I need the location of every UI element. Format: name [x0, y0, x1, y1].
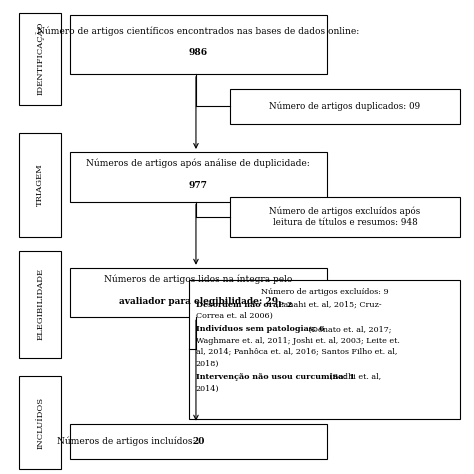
Text: Indivíduos sem patologias: 6: Indivíduos sem patologias: 6	[196, 326, 325, 334]
Text: Números de artigos lidos na íntegra pelo: Números de artigos lidos na íntegra pelo	[104, 274, 292, 284]
Text: 20: 20	[192, 437, 204, 446]
Text: 986: 986	[189, 48, 208, 57]
Bar	[19, 251, 61, 357]
Bar	[70, 152, 327, 201]
Text: Desordem não oral: 2: Desordem não oral: 2	[196, 301, 292, 309]
Bar	[19, 133, 61, 237]
Bar	[19, 376, 61, 469]
Bar	[230, 197, 460, 237]
Text: Correa et. al 2006): Correa et. al 2006)	[196, 312, 273, 320]
Text: 977: 977	[189, 181, 208, 190]
Text: al, 2014; Panhôca et. al, 2016; Santos Filho et. al,: al, 2014; Panhôca et. al, 2016; Santos F…	[196, 348, 397, 356]
Text: (Sodhi et. al,: (Sodhi et. al,	[327, 373, 381, 381]
Bar	[70, 424, 327, 459]
Text: (Panahi et. al, 2015; Cruz-: (Panahi et. al, 2015; Cruz-	[273, 301, 382, 309]
Text: Waghmare et. al, 2011; Joshi et. al, 2003; Leite et.: Waghmare et. al, 2011; Joshi et. al, 200…	[196, 337, 400, 345]
Text: TRIAGEM: TRIAGEM	[36, 164, 44, 206]
Text: Número de artigos científicos encontrados nas bases de dados online:: Número de artigos científicos encontrado…	[37, 27, 359, 36]
Text: Números de artigos após análise de duplicidade:: Números de artigos após análise de dupli…	[86, 159, 310, 168]
Text: IDENTIFICAÇÃO: IDENTIFICAÇÃO	[36, 22, 45, 95]
Text: Número de artigos excluídos: 9: Número de artigos excluídos: 9	[261, 288, 388, 296]
Text: 2018): 2018)	[196, 359, 219, 367]
Text: Número de artigos duplicados: 09: Número de artigos duplicados: 09	[269, 101, 420, 111]
Bar	[189, 280, 460, 419]
Text: (Donato et. al, 2017;: (Donato et. al, 2017;	[306, 326, 392, 334]
Text: Número de artigos excluídos após
leitura de títulos e resumos: 948: Número de artigos excluídos após leitura…	[269, 207, 420, 227]
Bar	[19, 12, 61, 105]
Text: ELEGIBILIDADE: ELEGIBILIDADE	[36, 268, 44, 340]
Text: avaliador para elegibilidade: 29: avaliador para elegibilidade: 29	[118, 297, 278, 306]
Text: INCLUÍDOS: INCLUÍDOS	[36, 396, 44, 448]
Bar	[70, 268, 327, 318]
Bar	[230, 89, 460, 124]
Text: 2014): 2014)	[196, 384, 219, 392]
Bar	[70, 15, 327, 74]
Text: Números de artigos incluídos:: Números de artigos incluídos:	[57, 437, 198, 446]
Text: Intervenção não usou curcumina: 1: Intervenção não usou curcumina: 1	[196, 373, 355, 381]
